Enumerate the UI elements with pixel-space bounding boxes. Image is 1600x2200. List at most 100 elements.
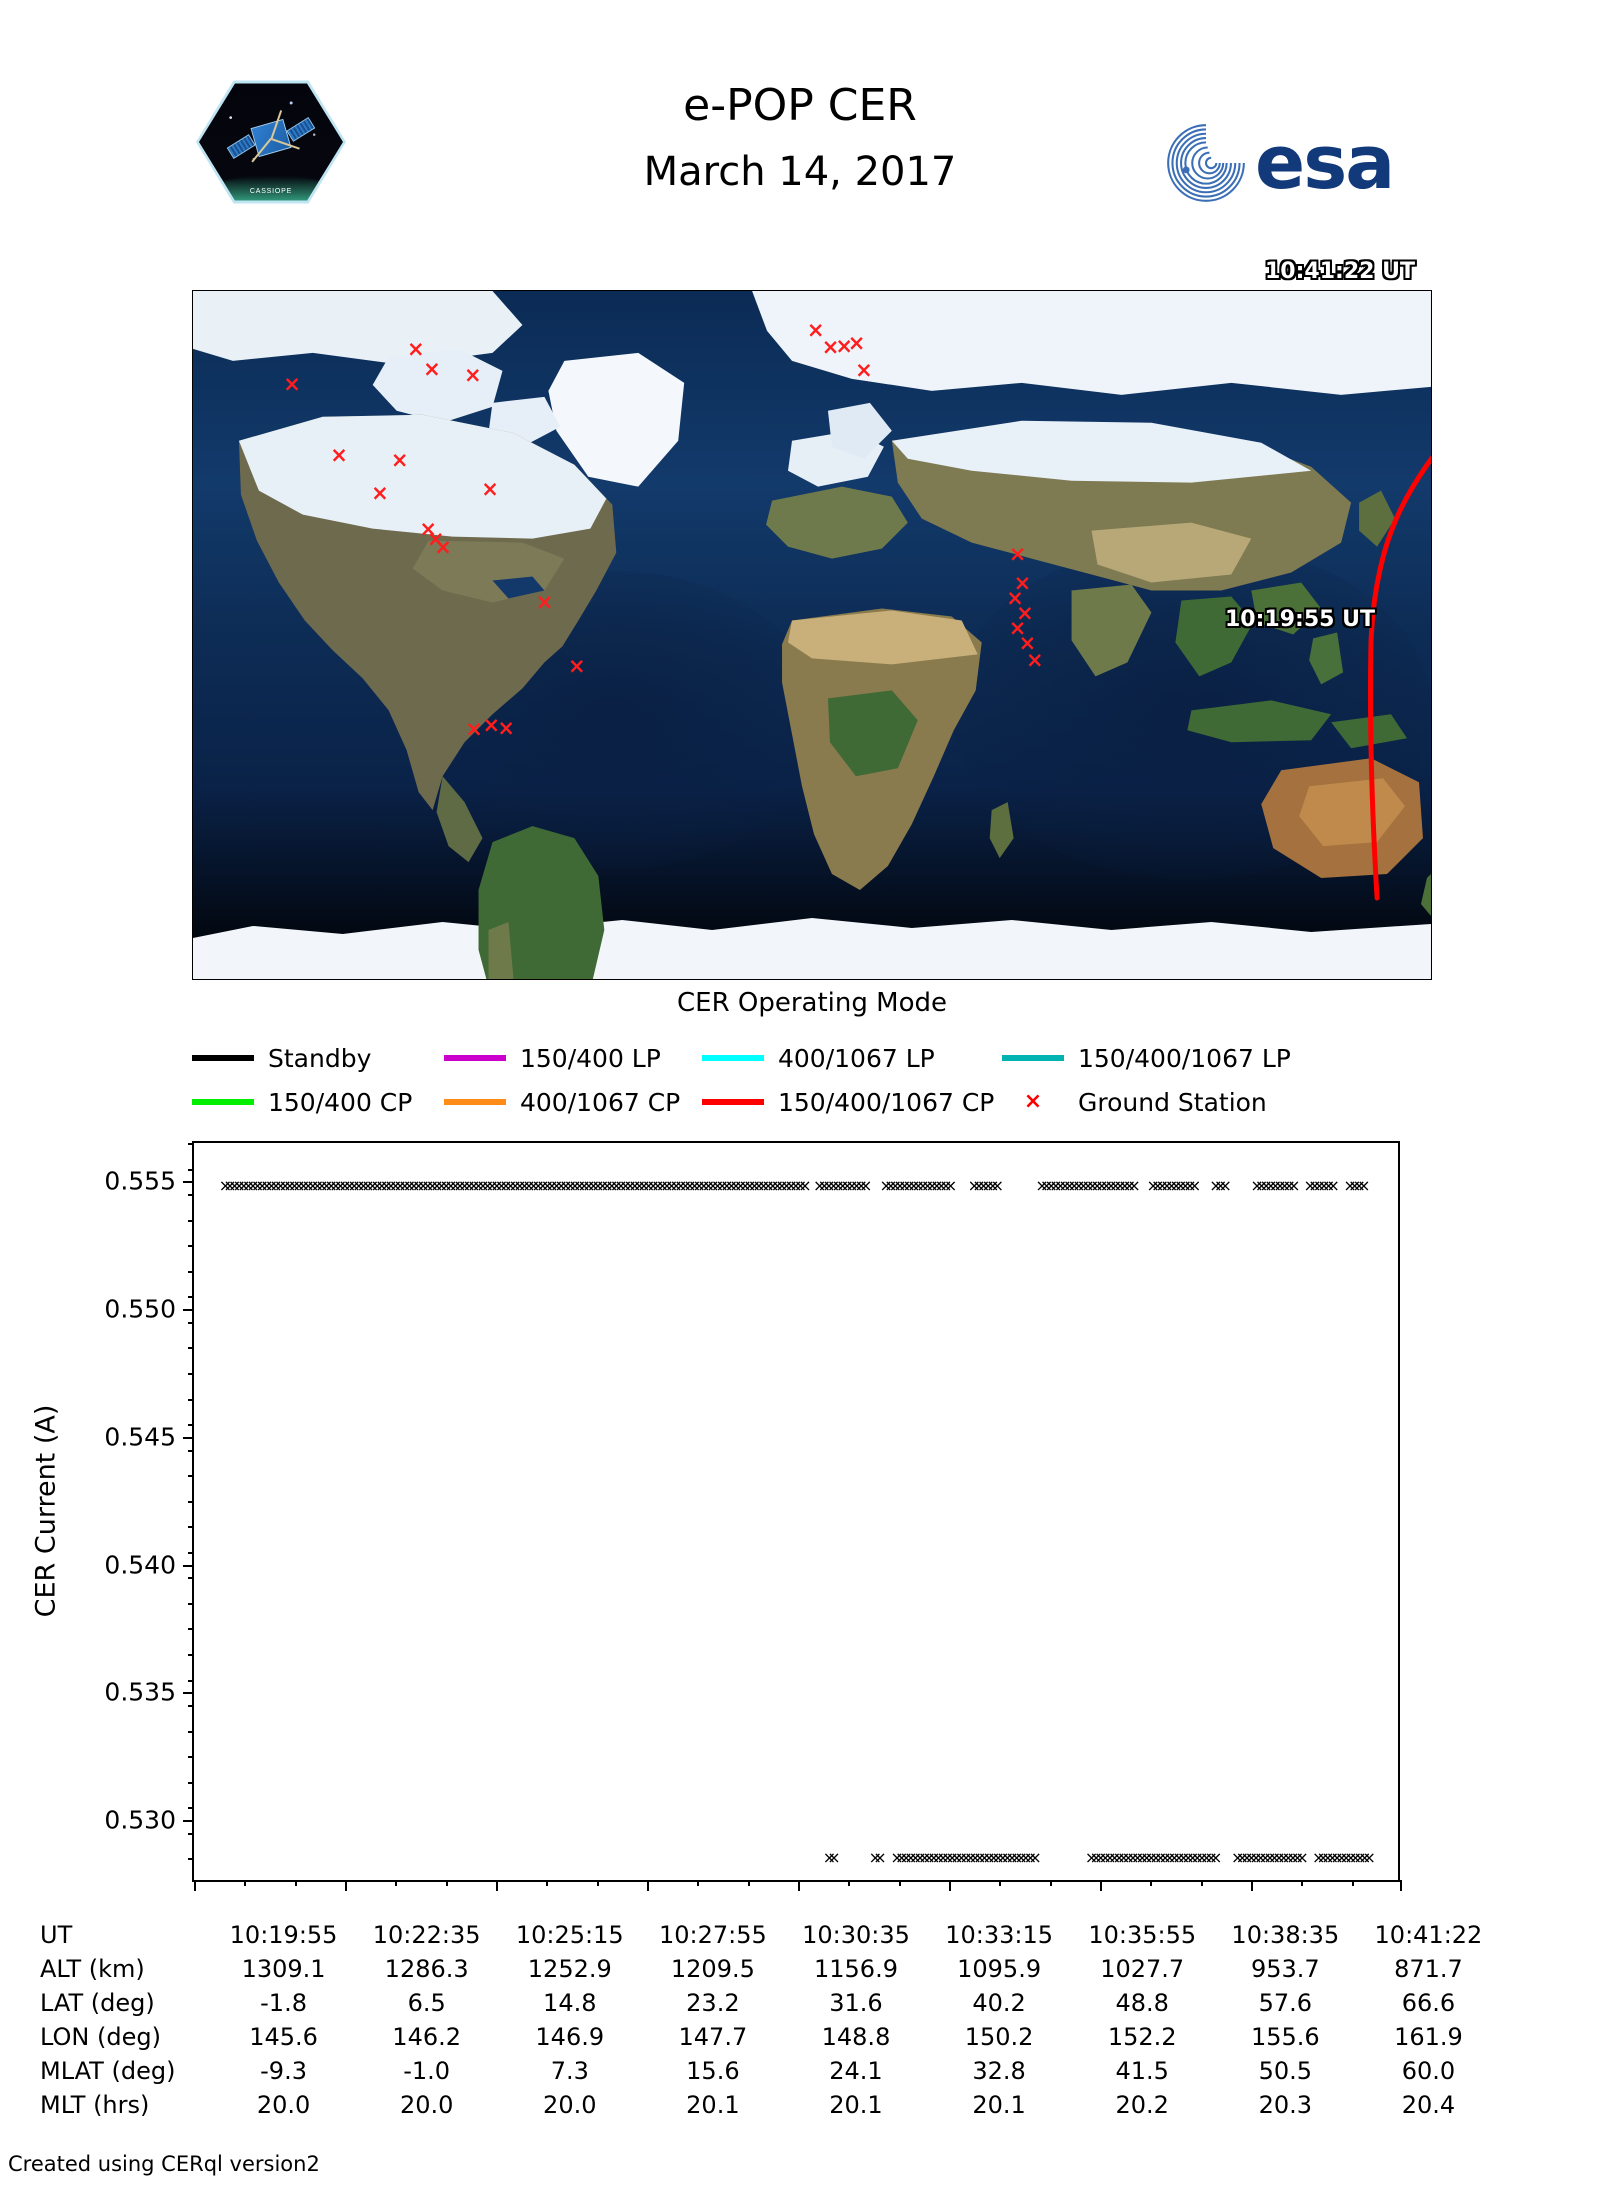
legend-label-150-400-cp: 150/400 CP [268,1087,413,1117]
legend-item-150-400-lp[interactable]: 150/400 LP [444,1044,702,1073]
data-point: × [651,1176,665,1196]
table-cell: 10:27:55 [658,1921,767,1949]
data-point: × [793,1176,808,1196]
data-point: × [922,1848,936,1868]
data-point: × [733,1176,748,1196]
data-point: × [453,1176,467,1196]
map-clip: × × × × × × × × × × × × × × × × × × × × × × × × × × × × [193,291,1431,979]
data-point: × [1312,1176,1327,1196]
table-cell: 66.6 [1401,1989,1456,2017]
table-cell: 48.8 [1115,1989,1169,2017]
data-point: × [1126,1848,1140,1868]
world-map-image [193,291,1431,979]
data-point: × [1190,1848,1205,1868]
esa-wordmark: esa [1255,120,1395,206]
data-point: × [1140,1848,1154,1868]
data-point: × [738,1176,752,1196]
data-point: × [1058,1176,1072,1196]
data-point: × [1104,1176,1118,1196]
data-point: × [632,1176,647,1196]
y-axis-tick [183,1309,194,1312]
data-point: × [1113,1176,1127,1196]
data-point: × [968,1848,982,1868]
table-row-label: LAT (deg) [40,1989,155,2017]
legend-item-ground-station[interactable]: × Ground Station [1002,1088,1267,1117]
y-axis-tick [183,1436,194,1439]
data-point: × [407,1176,421,1196]
data-point: × [540,1176,555,1196]
boom-antenna [251,138,272,163]
y-axis-minor-tick [188,1424,194,1427]
data-point: × [927,1848,941,1868]
data-point: × [246,1176,260,1196]
data-point: × [237,1176,251,1196]
data-point: × [1317,1176,1331,1196]
data-point: × [1258,1848,1272,1868]
y-axis-minor-tick [188,1679,194,1682]
data-point: × [822,1848,837,1868]
data-point: × [1023,1848,1038,1868]
table-cell: 1095.9 [957,1955,1042,1983]
world-map-panel[interactable]: × × × × × × × × × × × × × × × × × × × × × × × × × × × × 10:41:22 UT… [192,259,1432,980]
data-point: × [1277,1848,1291,1868]
page-date: March 14, 2017 [643,149,957,195]
ground-station-marker: × [390,448,409,473]
table-row: UT 10:19:55 10:22:35 10:25:15 10:27:55 10:30:… [30,1918,1500,1952]
legend-item-400-1067-cp[interactable]: 400/1067 CP [444,1088,702,1117]
legend-item-150-400-1067-cp[interactable]: 150/400/1067 CP [702,1088,1002,1117]
data-point: × [618,1176,633,1196]
data-point: × [743,1176,757,1196]
table-cell: 1286.3 [384,1955,469,1983]
legend-row-1: Standby 150/400 LP 400/1067 LP 150/400/1… [192,1036,1432,1080]
data-point: × [310,1176,325,1196]
data-point: × [250,1176,265,1196]
legend-item-150-400-1067-lp[interactable]: 150/400/1067 LP [1002,1044,1291,1073]
data-point: × [1127,1176,1141,1196]
table-cell: 147.7 [678,2023,748,2051]
data-point: × [264,1176,279,1196]
data-point: × [1044,1176,1058,1196]
data-point: × [490,1176,504,1196]
data-point: × [884,1176,898,1196]
legend-swatch-150-400-lp [444,1055,506,1061]
page-header: CASSIOPE e-POP CER March 14, 2017 esa [0,0,1600,230]
data-point: × [1357,1848,1372,1868]
table-cell: 150.2 [964,2023,1034,2051]
data-point: × [1352,1176,1366,1196]
table-cell: 20.0 [256,2091,311,2119]
data-point: × [908,1848,923,1868]
data-point: × [352,1176,366,1196]
legend-item-400-1067-lp[interactable]: 400/1067 LP [702,1044,1002,1073]
data-point: × [494,1176,509,1196]
data-point: × [972,1176,986,1196]
legend-label-150-400-1067-lp: 150/400/1067 LP [1078,1043,1291,1073]
data-point: × [784,1176,798,1196]
table-cell: 10:22:35 [372,1921,481,1949]
data-point: × [779,1176,794,1196]
data-point: × [329,1176,343,1196]
table-row-label: ALT (km) [40,1955,145,1983]
data-point: × [798,1176,812,1196]
data-point: × [1090,1176,1104,1196]
data-point: × [1357,1176,1371,1196]
ground-station-marker: × [407,337,425,362]
data-point: × [1158,1848,1172,1868]
data-point: × [930,1176,944,1196]
table-cell: 31.6 [829,1989,883,2017]
legend-label-400-1067-lp: 400/1067 LP [778,1043,935,1073]
data-point: × [678,1176,693,1196]
legend-item-standby[interactable]: Standby [192,1044,444,1073]
ground-station-marker: × [283,371,301,396]
data-point: × [1014,1848,1028,1868]
data-point: × [1094,1848,1108,1868]
table-row-label: LON (deg) [40,2023,161,2051]
table-cell: 32.8 [972,2057,1026,2085]
cer-current-plot[interactable]: × × × × × × × × × × × × × × × × × × × × × × × × × × × × × × × × × × × × × × × ×… [104,1141,1402,1891]
y-axis-minor-tick [188,1781,194,1784]
table-cell: 14.8 [543,1989,597,2017]
ground-station-marker: × [419,517,438,542]
data-point: × [1204,1848,1218,1868]
data-point: × [1144,1848,1159,1868]
data-point: × [1183,1176,1197,1196]
legend-item-150-400-cp[interactable]: 150/400 CP [192,1088,444,1117]
